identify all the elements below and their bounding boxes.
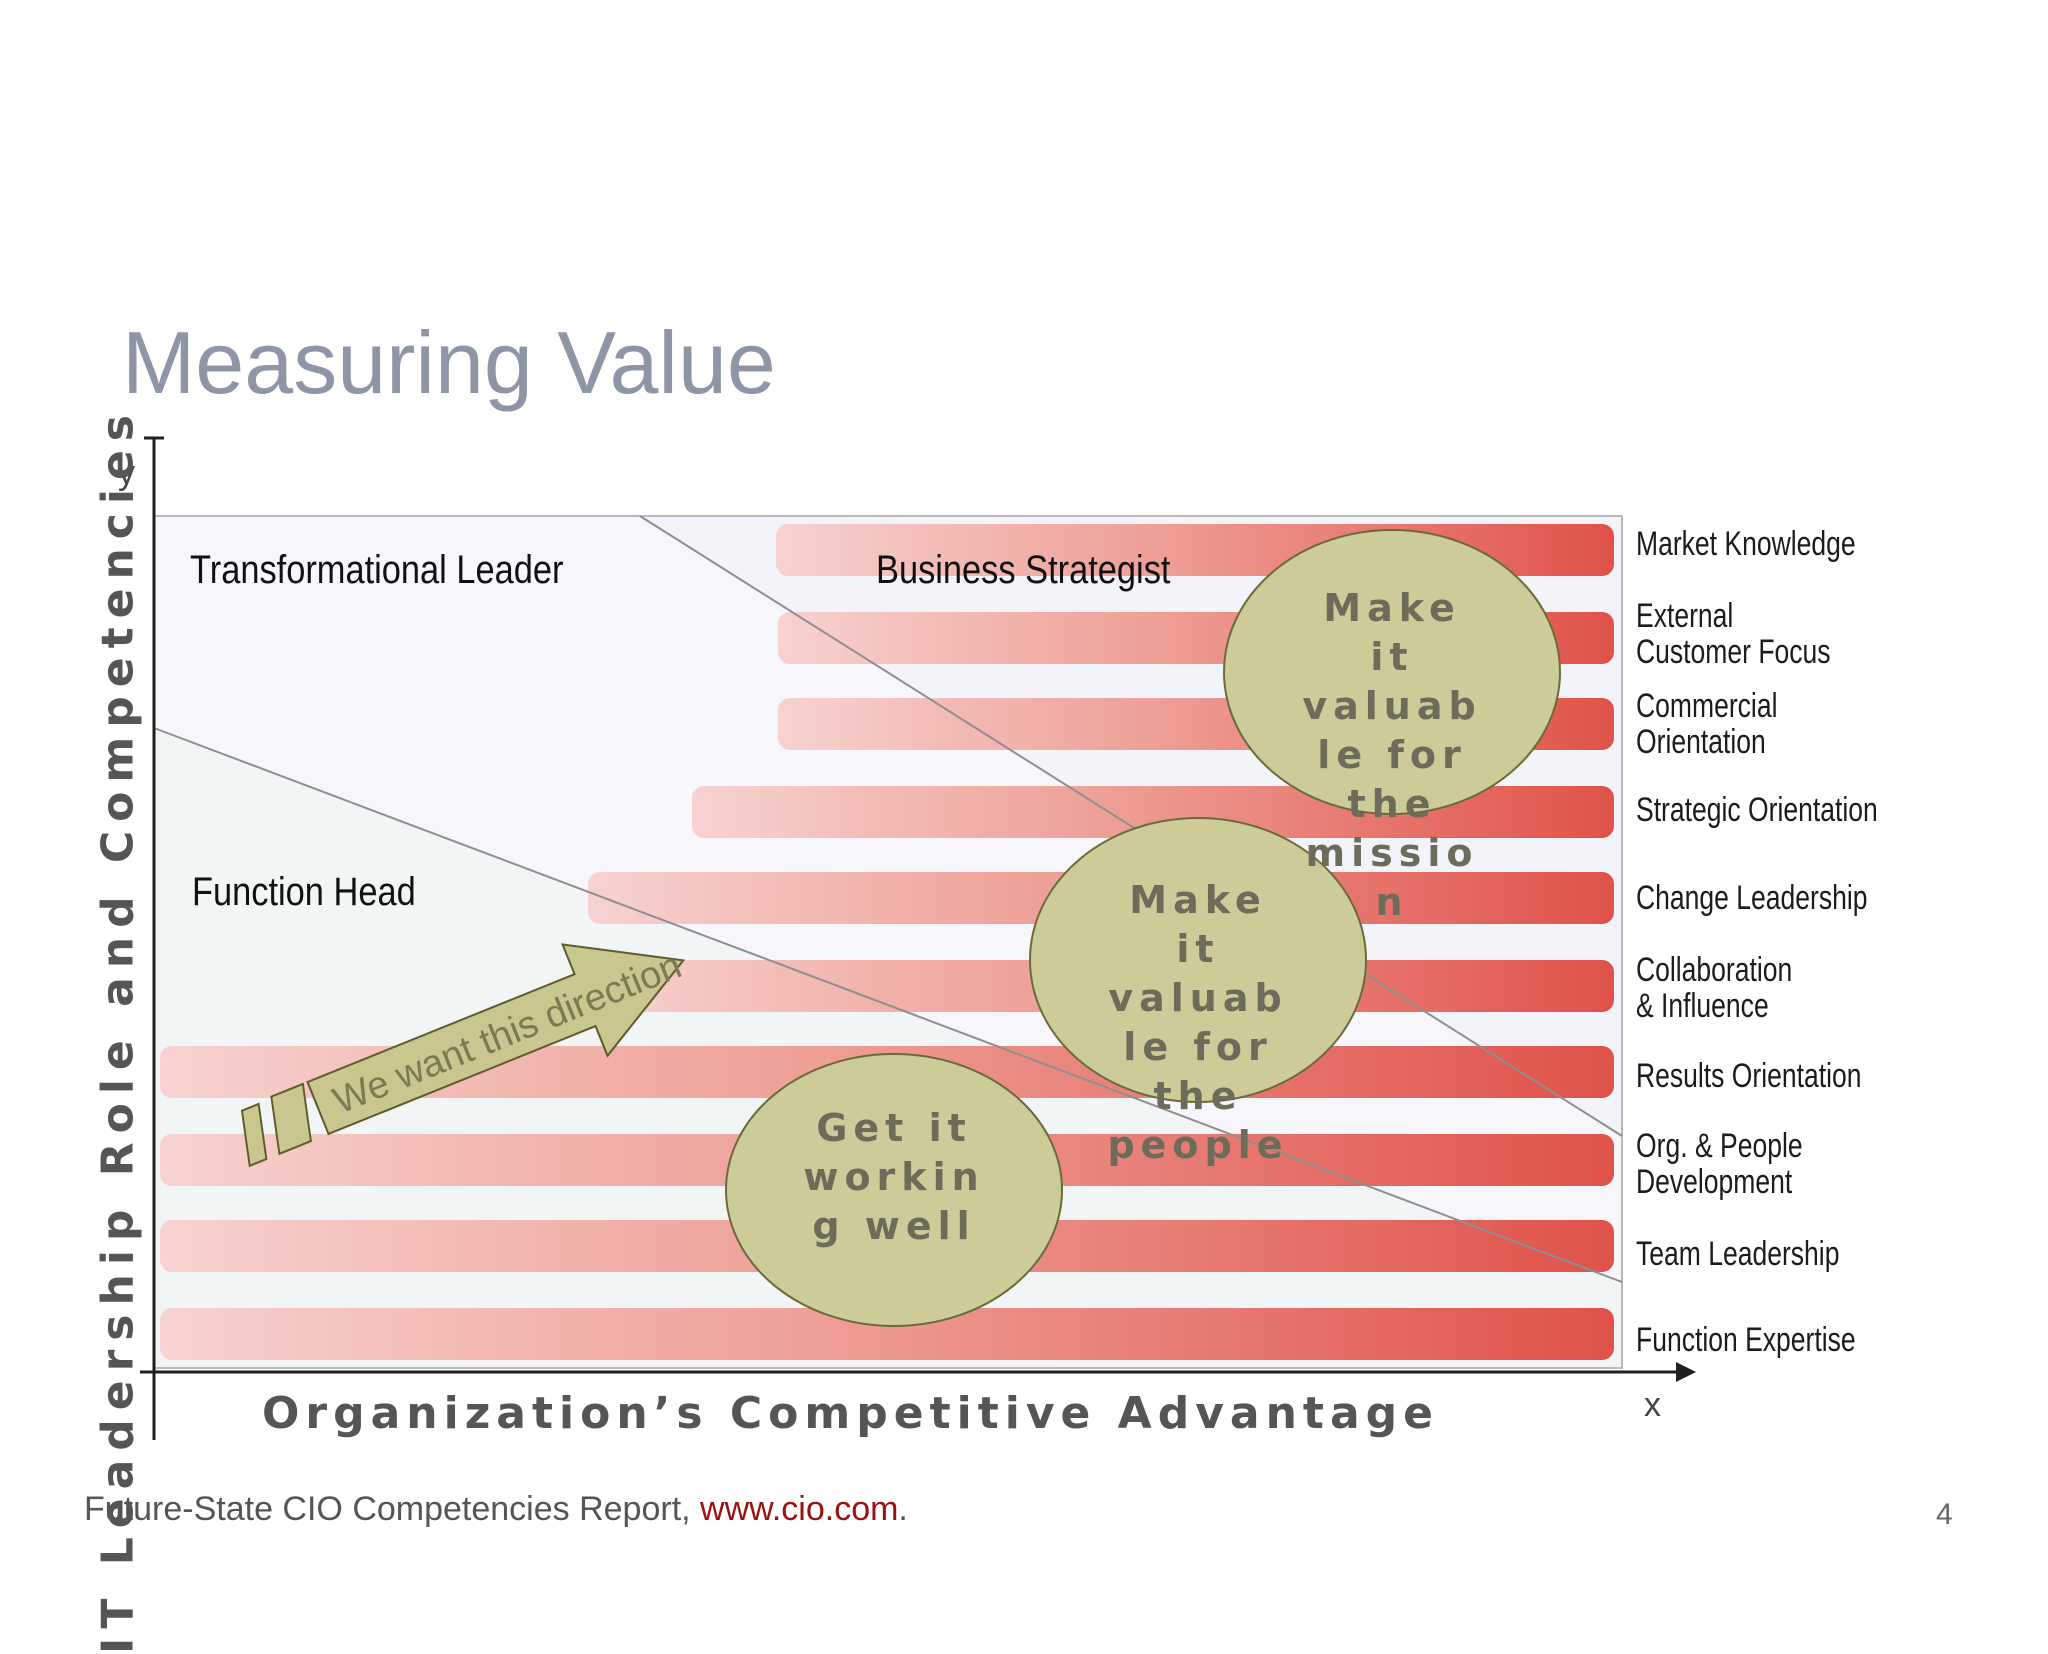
competency-team-leadership: Team Leadership [1636,1235,1840,1273]
bubble-people [1029,817,1367,1103]
role-function-head: Function Head [192,870,416,914]
competency-collaboration-influence: Collaboration & Influence [1636,951,1793,1025]
competency-function-expertise: Function Expertise [1636,1321,1856,1359]
bubble-mission [1223,529,1561,815]
bubble-people-text: Make it valuab le for the people [1107,878,1289,1167]
footer-suffix: . [898,1490,908,1528]
bubble-mission-text: Make it valuab le for the missio n [1302,586,1482,924]
competency-diagram: y x We want this direction [118,436,1696,1440]
footer-citation: Future-State CIO Competencies Report, ww… [84,1490,908,1529]
footer-text: Future-State CIO Competencies Report, [84,1490,701,1528]
page-title: Measuring Value [122,313,776,412]
competency-commercial-orientation: Commercial Orientation [1636,687,1778,761]
x-axis-title: Organization’s Competitive Advantage [262,1388,1439,1439]
y-axis-title: IT Leadership Role and Competencies [92,405,144,1654]
x-axis-letter: x [1644,1386,1661,1424]
direction-arrow-body [306,943,686,1136]
role-transformational-leader: Transformational Leader [190,548,564,592]
arrow-tail-block-2 [240,1102,268,1168]
footer-link[interactable]: www.cio.com [700,1490,899,1528]
competency-org-people-development: Org. & People Development [1636,1127,1803,1201]
arrow-tail-blocks [240,1082,312,1168]
competency-results-orientation: Results Orientation [1636,1057,1862,1095]
bar-function-expertise [160,1308,1614,1360]
competency-external-customer-focus: External Customer Focus [1636,597,1831,671]
competency-market-knowledge: Market Knowledge [1636,525,1856,563]
competency-strategic-orientation: Strategic Orientation [1636,791,1878,829]
arrow-tail-block-1 [270,1082,312,1156]
competency-change-leadership: Change Leadership [1636,879,1868,917]
y-axis-letter: y [118,454,135,492]
x-axis-arrowhead [1676,1362,1696,1382]
bubble-working [725,1053,1063,1327]
bubble-working-text: Get it workin g well [803,1106,985,1248]
role-business-strategist: Business Strategist [876,548,1171,592]
divider-line-lower [153,727,1623,1283]
page-number: 4 [1936,1498,1953,1531]
divider-line-upper [639,515,1623,1137]
